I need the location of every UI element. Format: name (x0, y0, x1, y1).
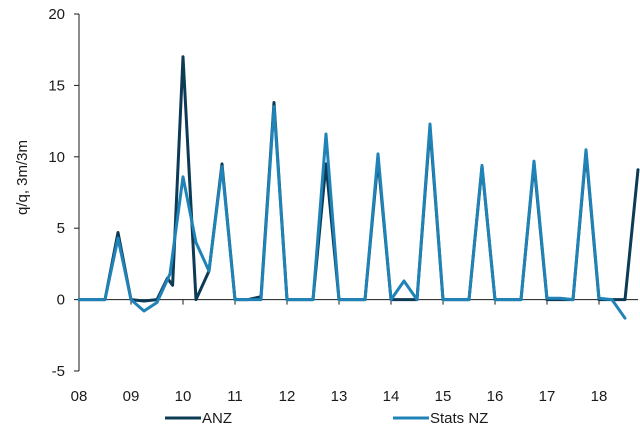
legend: ANZ Stats NZ (165, 410, 488, 427)
series-line-anz (77, 55, 640, 303)
y-tick-label: 0 (57, 292, 65, 309)
x-tick-label: 08 (71, 388, 88, 405)
series-line-stats-nz (77, 105, 627, 320)
series-layer (77, 55, 640, 320)
axes: -5 0 5 10 15 20 08 09 10 11 12 13 14 15 16 17 18 (48, 6, 638, 405)
y-tick-label: 15 (48, 77, 65, 94)
y-tick-label: 20 (48, 6, 65, 23)
x-tick-label: 17 (539, 388, 556, 405)
x-tick-label: 16 (487, 388, 504, 405)
y-tick-label: 10 (48, 149, 65, 166)
y-tick-label: -5 (52, 363, 65, 380)
x-tick-label: 13 (331, 388, 348, 405)
y-axis-title: q/q, 3m/3m (14, 140, 31, 215)
x-tick-label: 15 (435, 388, 452, 405)
x-tick-label: 12 (279, 388, 296, 405)
y-tick-label: 5 (57, 220, 65, 237)
x-tick-label: 11 (227, 388, 243, 405)
x-tick-label: 10 (175, 388, 192, 405)
legend-label: Stats NZ (430, 410, 488, 427)
legend-label: ANZ (202, 410, 232, 427)
x-tick-label: 14 (383, 388, 400, 405)
x-tick-label: 09 (123, 388, 140, 405)
x-tick-label: 18 (591, 388, 608, 405)
